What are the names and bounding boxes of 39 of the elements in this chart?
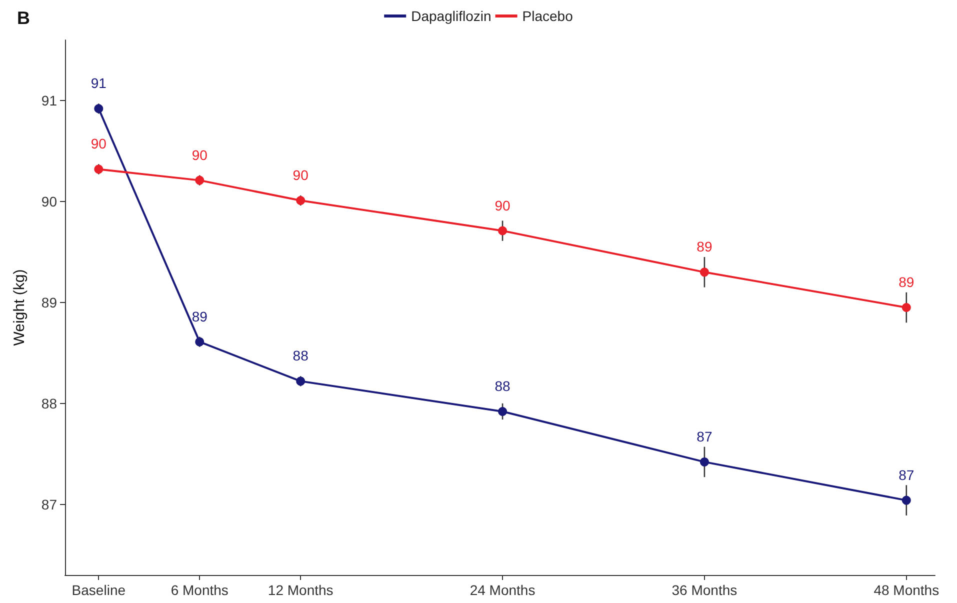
chart-title: B — [17, 8, 30, 28]
point — [94, 164, 104, 174]
point — [902, 303, 911, 312]
point — [195, 176, 204, 185]
y-tick-label: 91 — [41, 92, 58, 109]
data-label: 87 — [696, 428, 712, 444]
point — [94, 104, 104, 114]
x-tick-label: 36 Months — [672, 582, 738, 598]
data-label: 91 — [90, 75, 107, 92]
y-tick-label: 89 — [41, 294, 58, 310]
x-tick-label: 6 Months — [170, 582, 228, 598]
x-tick-label: 12 Months — [268, 582, 334, 598]
y-tick-label: 90 — [41, 194, 58, 210]
data-label: 89 — [898, 274, 914, 290]
point — [195, 337, 204, 346]
y-tick-label: 87 — [41, 496, 58, 512]
data-label: 90 — [192, 146, 208, 163]
point — [700, 457, 709, 466]
x-tick-label: 24 Months — [470, 582, 536, 598]
point — [296, 376, 306, 386]
x-tick-label: Baseline — [72, 582, 126, 598]
data-label: 90 — [90, 136, 107, 152]
data-label: 88 — [292, 348, 309, 364]
data-label: 88 — [494, 378, 511, 394]
x-tick-label: 48 Months — [874, 582, 940, 598]
y-axis-title: Weight (kg) — [11, 269, 28, 346]
y-tick-label: 88 — [41, 395, 58, 412]
data-label: 90 — [494, 197, 511, 214]
legend-label: Placebo — [522, 8, 574, 24]
data-label: 90 — [292, 167, 309, 183]
point — [498, 226, 508, 236]
point — [296, 196, 306, 205]
data-label: 89 — [192, 308, 208, 324]
point — [902, 496, 911, 505]
point — [498, 406, 508, 416]
point — [700, 268, 709, 277]
data-label: 87 — [898, 466, 914, 483]
data-label: 89 — [696, 238, 712, 255]
legend-label: Dapagliflozin — [411, 8, 492, 24]
